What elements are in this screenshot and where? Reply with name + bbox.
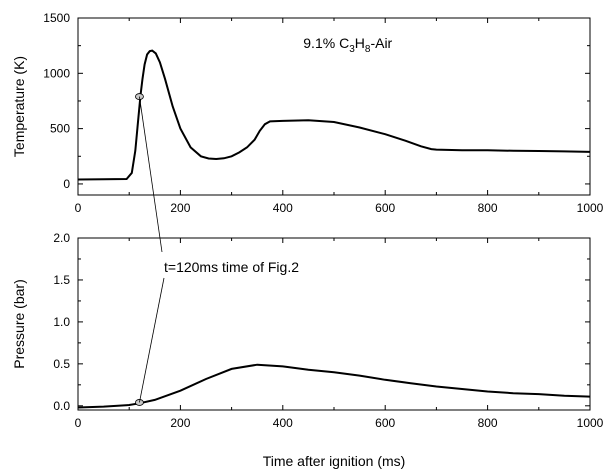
temperature-axis-label: Temperature (K) <box>11 56 27 157</box>
temperature-axis-ticks <box>77 17 591 195</box>
x-tick-label: 0 <box>75 416 82 430</box>
x-tick-label: 800 <box>478 416 498 430</box>
x-tick-label: 600 <box>375 416 395 430</box>
y-tick-label: 1.0 <box>53 315 70 329</box>
connector-annotation: t=120ms time of Fig.2 <box>164 259 299 275</box>
x-tick-label: 600 <box>375 201 395 215</box>
y-tick-label: 1.5 <box>53 273 70 287</box>
x-tick-label: 400 <box>273 416 293 430</box>
pressure-axis-label: Pressure (bar) <box>11 279 27 368</box>
x-tick-label: 200 <box>170 201 190 215</box>
y-tick-label: 500 <box>50 122 70 136</box>
x-tick-label: 1000 <box>577 416 604 430</box>
y-tick-label: 0 <box>63 177 70 191</box>
temperature-tick-labels: 0 200 400 600 800 1000 0 500 1000 1500 <box>43 11 603 215</box>
x-tick-label: 200 <box>170 416 190 430</box>
temperature-panel: 0 200 400 600 800 1000 0 500 1000 1500 Temperatur… <box>11 11 604 215</box>
y-tick-label: 0.5 <box>53 357 70 371</box>
x-tick-label: 800 <box>478 201 498 215</box>
y-tick-label: 1000 <box>43 66 70 80</box>
pressure-panel: 0 200 400 600 800 1000 0.0 0.5 1.0 1.5 2.0 Pressur… <box>11 231 604 469</box>
y-tick-label: 1500 <box>43 11 70 25</box>
connector-line-upper <box>139 96 163 253</box>
x-tick-label: 400 <box>273 201 293 215</box>
mixture-annotation: 9.1% C3H8-Air <box>303 35 392 55</box>
connector-line-lower <box>139 277 165 403</box>
x-tick-label: 0 <box>75 201 82 215</box>
y-tick-label: 2.0 <box>53 231 70 245</box>
temperature-series-line <box>77 49 591 181</box>
y-tick-label: 0.0 <box>53 399 70 413</box>
x-tick-label: 1000 <box>577 201 604 215</box>
time-axis-label: Time after ignition (ms) <box>263 453 406 469</box>
pressure-series-line <box>77 363 591 409</box>
pressure-tick-labels: 0 200 400 600 800 1000 0.0 0.5 1.0 1.5 2.0 <box>53 231 603 430</box>
